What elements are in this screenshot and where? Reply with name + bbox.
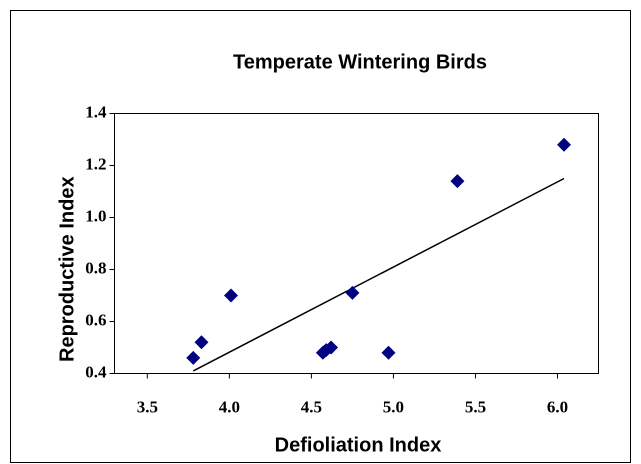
point: [324, 340, 339, 355]
point: [345, 285, 360, 300]
y-tick-label: 0.4: [85, 362, 107, 381]
x-tick-label: 4.5: [301, 397, 322, 416]
point: [223, 288, 238, 303]
y-tick-label: 1.0: [85, 206, 106, 225]
plot-area: [114, 113, 599, 374]
y-tick-label: 1.4: [85, 102, 107, 121]
y-tick-label: 1.2: [85, 154, 106, 173]
x-axis-label: Defioliation Index: [275, 434, 442, 456]
x-tick-label: 5.0: [383, 397, 404, 416]
point: [450, 174, 465, 189]
x-tick-label: 3.5: [137, 397, 158, 416]
y-axis-label-group: Reproductive Index: [56, 176, 78, 362]
x-tick-label: 4.0: [219, 397, 240, 416]
y-axis-label: Reproductive Index: [56, 176, 78, 362]
point: [194, 335, 209, 350]
point: [186, 350, 201, 365]
trendline: [192, 177, 565, 372]
x-tick-label: 5.5: [465, 397, 486, 416]
chart-title: Temperate Wintering Birds: [233, 51, 487, 73]
y-tick-label: 0.8: [85, 258, 106, 277]
point: [381, 345, 396, 360]
y-tick-label: 0.6: [85, 310, 106, 329]
point: [557, 137, 572, 152]
x-tick-label: 6.0: [547, 397, 568, 416]
